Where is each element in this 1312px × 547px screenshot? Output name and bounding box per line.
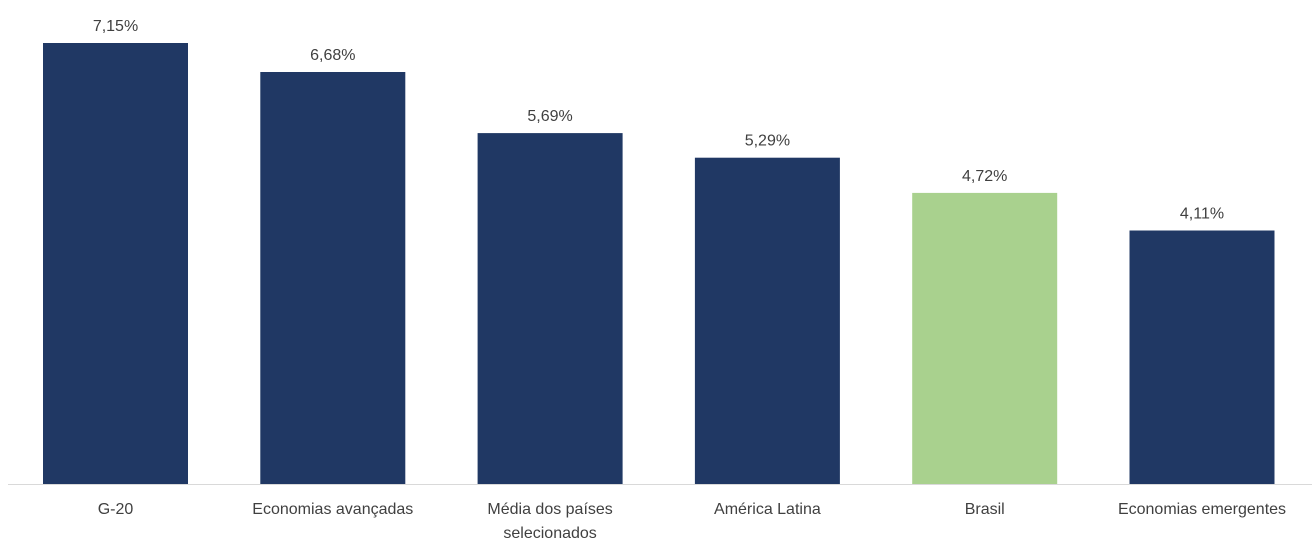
category-label-economias-avancadas: Economias avançadas (252, 501, 413, 518)
category-label-g-20: G-20 (98, 501, 134, 518)
category-label-brasil: Brasil (965, 501, 1005, 518)
bars-group (43, 43, 1275, 484)
value-label-g-20: 7,15% (93, 18, 138, 35)
value-label-brasil: 4,72% (962, 168, 1007, 185)
value-label-media-dos-paises-selecionados: 5,69% (527, 108, 572, 125)
value-label-america-latina: 5,29% (745, 133, 790, 150)
value-label-economias-avancadas: 6,68% (310, 47, 355, 64)
bar-brasil (912, 192, 1058, 484)
category-label-america-latina: América Latina (714, 501, 821, 518)
bar-economias-avancadas (260, 72, 406, 484)
value-label-economias-emergentes: 4,11% (1180, 206, 1224, 223)
bar-economias-emergentes (1129, 230, 1275, 484)
category-label-media-dos-paises-selecionados: Média dos países selecionados (487, 501, 612, 542)
value-labels-group: 7,15% 6,68% 5,69% 5,29% 4,72% 4,11% (93, 18, 1224, 223)
bar-g-20 (43, 43, 188, 484)
bar-media-dos-paises-selecionados (477, 133, 623, 484)
category-label-economias-emergentes: Economias emergentes (1118, 501, 1286, 518)
category-labels-group: G-20 Economias avançadas Média dos países s… (98, 501, 1286, 542)
bar-america-latina (694, 157, 840, 484)
